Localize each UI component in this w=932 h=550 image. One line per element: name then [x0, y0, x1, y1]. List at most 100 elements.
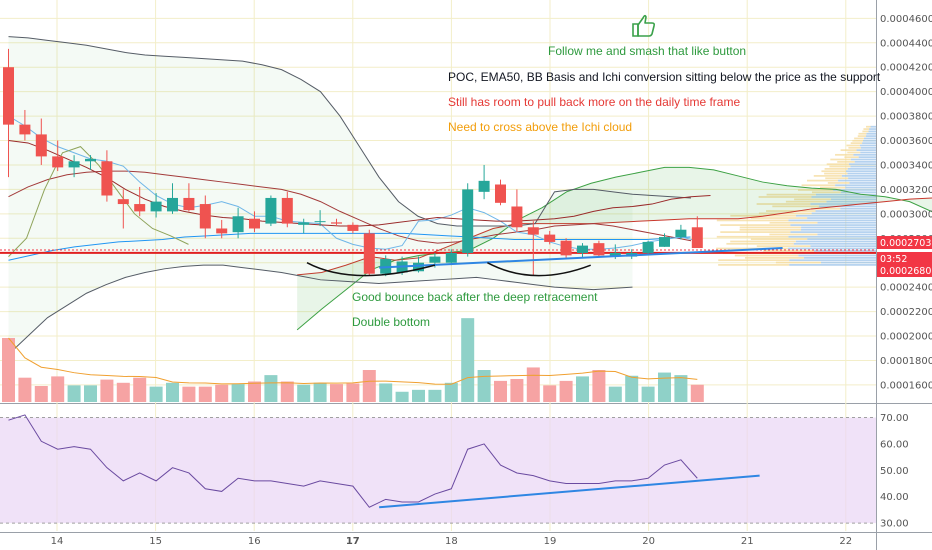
profile-bar-buy: [848, 163, 876, 166]
profile-bar-buy: [850, 165, 876, 168]
candle-body: [560, 240, 572, 256]
profile-bar-buy: [863, 137, 876, 140]
candle-body: [232, 216, 244, 233]
volume-ma-line: [8, 337, 698, 385]
candle-body: [675, 229, 687, 238]
candle-body: [52, 156, 64, 168]
profile-bar-buy: [833, 189, 876, 191]
bb-basis: [8, 170, 692, 244]
bb-upper: [8, 36, 692, 227]
price-tag-text: 03:52: [880, 254, 907, 265]
candle-body: [101, 161, 113, 196]
bb-lower: [8, 264, 633, 355]
candle-body: [167, 197, 178, 212]
profile-bar-sell: [739, 226, 802, 229]
candle-body: [281, 197, 293, 224]
profile-bar-buy: [811, 212, 876, 215]
price-tag: [877, 252, 932, 265]
profile-bar-buy: [866, 132, 876, 135]
profile-bar-buy: [795, 240, 876, 243]
double-bottom-arc-right: [487, 262, 591, 277]
date-tick-label: 17: [346, 536, 360, 547]
volume-bar: [84, 385, 97, 402]
profile-bar-buy: [810, 203, 876, 205]
cloud-span-b: [297, 197, 932, 276]
candle-body: [511, 206, 523, 228]
date-tick-label: 21: [741, 536, 754, 547]
profile-bar-buy: [811, 196, 876, 198]
candle-body: [347, 224, 359, 231]
volume-bar: [248, 381, 261, 402]
bb-fill: [8, 36, 633, 355]
annotations: Follow me and smash that like button POC,…: [352, 44, 881, 329]
volume-bar: [297, 384, 311, 402]
profile-bar-sell: [829, 165, 851, 168]
support-trendline: [379, 247, 783, 269]
volume-bar: [444, 382, 458, 402]
date-tick-label: 14: [51, 536, 64, 547]
volume-bar: [608, 386, 622, 402]
rsi-tick-label: 40.00: [880, 492, 909, 503]
profile-bar-sell: [739, 228, 801, 231]
volume-bar: [215, 384, 229, 402]
profile-bar-sell: [811, 191, 841, 194]
profile-bar-buy: [815, 193, 876, 196]
rsi-line: [8, 414, 698, 508]
volume-bar: [576, 376, 589, 402]
volume-bar: [510, 378, 524, 402]
candle-body: [577, 245, 588, 253]
profile-bar-sell: [775, 261, 821, 264]
rsi-pane: [0, 414, 876, 524]
volume-bar: [346, 383, 360, 402]
profile-bar-sell: [730, 240, 796, 243]
candle-body: [609, 252, 621, 257]
profile-bar-buy: [854, 160, 876, 163]
profile-bar-buy: [795, 214, 876, 217]
date-tick-label: 16: [248, 536, 261, 547]
rsi-tick-label: 60.00: [880, 439, 909, 450]
candle-body: [216, 228, 228, 234]
profile-bar-sell: [835, 153, 854, 156]
candle-body: [85, 158, 96, 162]
profile-bar-buy: [815, 210, 876, 212]
profile-bar-sell: [866, 125, 871, 128]
candle-body: [19, 124, 31, 135]
profile-bar-sell: [785, 200, 827, 203]
volume-bar: [362, 370, 376, 402]
profile-bar-sell: [857, 135, 866, 137]
volume-bar: [34, 386, 48, 402]
rsi-tick-label: 30.00: [880, 519, 909, 530]
profile-bar-buy: [868, 130, 876, 133]
profile-bar-buy: [849, 182, 876, 184]
profile-bar-sell: [744, 257, 804, 259]
profile-bar-buy: [790, 224, 876, 226]
volume-bar: [395, 391, 409, 402]
profile-bar-sell: [863, 128, 870, 130]
volume-bar: [690, 384, 704, 402]
profile-bar-sell: [813, 175, 842, 177]
profile-bar-buy: [859, 144, 876, 147]
profile-bar-buy: [830, 198, 876, 201]
rsi-tick-label: 50.00: [880, 466, 909, 477]
candle-body: [35, 134, 47, 157]
profile-bar-buy: [803, 257, 876, 259]
profile-bar-sell: [720, 231, 791, 233]
profile-bar-buy: [835, 184, 876, 187]
volume-bar: [477, 370, 491, 402]
profile-bar-buy: [869, 128, 876, 130]
volume-bar: [182, 386, 196, 402]
volume-bar: [51, 376, 65, 402]
profile-bar-sell: [827, 182, 850, 184]
volume-bar: [592, 370, 606, 402]
profile-bar-sell: [825, 177, 849, 180]
profile-bar-buy: [853, 153, 876, 156]
profile-bar-buy: [801, 226, 876, 229]
date-tick-label: 20: [642, 536, 655, 547]
